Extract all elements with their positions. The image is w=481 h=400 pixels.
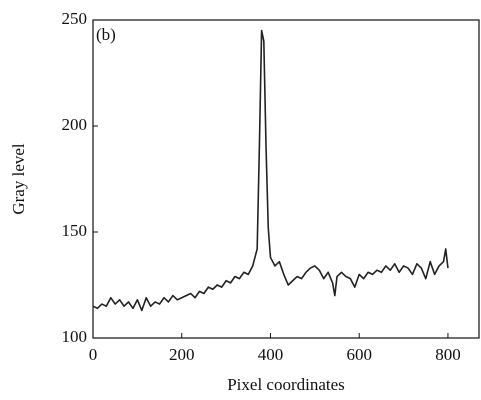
y-tick-label: 200 — [62, 115, 88, 134]
data-line — [92, 29, 449, 312]
y-tick-label: 150 — [62, 221, 88, 240]
plot-frame — [92, 19, 480, 339]
x-tick-label: 800 — [435, 345, 461, 364]
y-tick-label: 100 — [62, 327, 88, 346]
annotation: (b) — [96, 25, 116, 44]
x-tick-label: 200 — [169, 345, 195, 364]
x-tick-label: 600 — [346, 345, 372, 364]
x-axis-label: Pixel coordinates — [227, 375, 345, 394]
x-tick-label: 0 — [89, 345, 98, 364]
y-tick-label: 250 — [62, 9, 88, 28]
y-axis-label: Gray level — [9, 143, 28, 215]
x-tick-label: 400 — [258, 345, 284, 364]
